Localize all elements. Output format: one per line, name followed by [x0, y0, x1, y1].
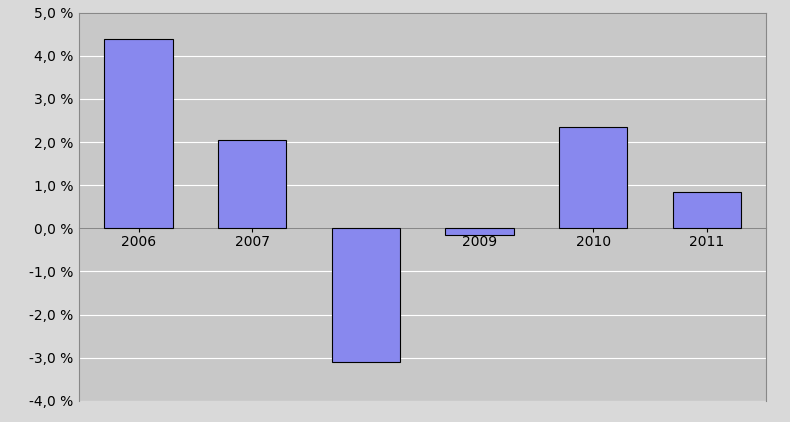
Bar [446, 228, 514, 235]
Bar [218, 140, 286, 228]
Bar [559, 127, 627, 228]
Bar [104, 38, 173, 228]
Bar [332, 228, 400, 362]
Bar [672, 192, 741, 228]
